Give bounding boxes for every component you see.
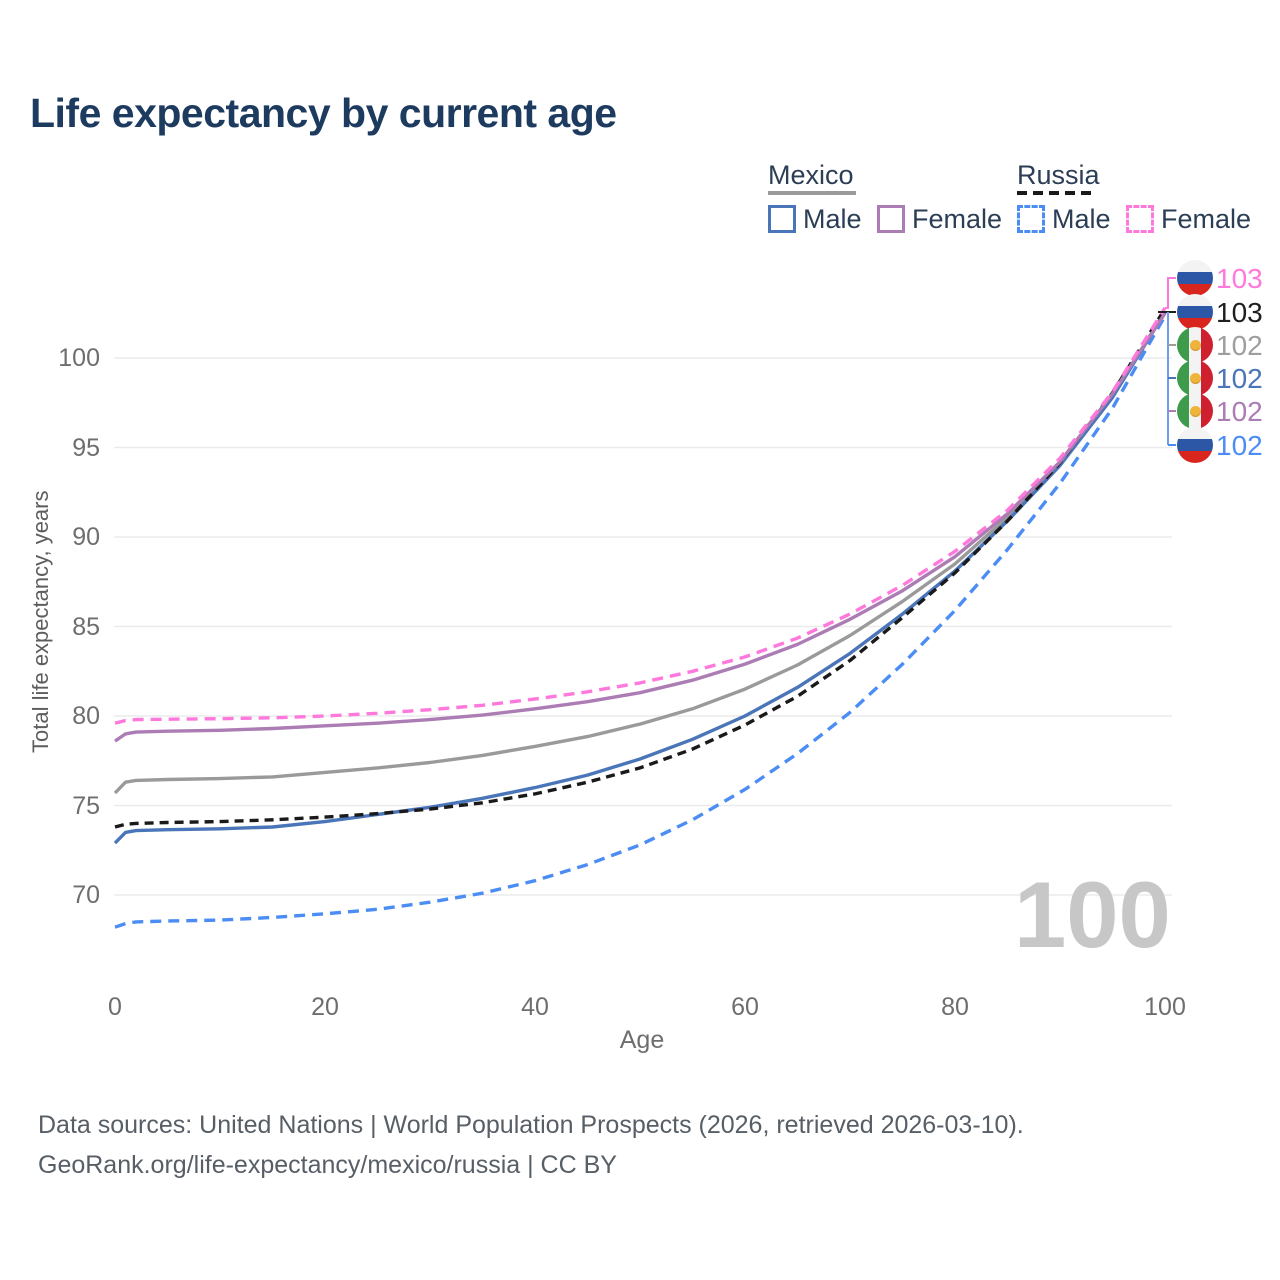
- series-line-mexico-male: [113, 311, 1167, 845]
- end-value-russia-female: 103: [1216, 263, 1263, 294]
- mexico-eagle-emblem: [1190, 406, 1201, 417]
- legend-mexico-solid-line-sample: [768, 191, 856, 195]
- end-value-russia-average: 103: [1216, 297, 1263, 328]
- series-line-mexico-average: [113, 310, 1167, 795]
- end-value-mexico-average: 102: [1216, 330, 1263, 361]
- end-value-mexico-male: 102: [1216, 363, 1263, 394]
- russia-flag-icon: [1177, 260, 1213, 296]
- mexico-eagle-emblem: [1190, 340, 1201, 351]
- y-tick-label-90: 90: [72, 523, 100, 551]
- legend-swatch-mexico-female[interactable]: [877, 205, 905, 233]
- legend-swatch-russia-female[interactable]: [1126, 205, 1154, 233]
- y-tick-label-85: 85: [72, 612, 100, 641]
- legend-label-russia-male[interactable]: Male: [1052, 204, 1111, 234]
- x-tick-label-60: 60: [731, 993, 759, 1021]
- series-line-mexico-female: [114, 312, 1167, 743]
- x-tick-label-80: 80: [941, 993, 969, 1021]
- mexico-flag-icon: [1177, 393, 1213, 429]
- x-tick-label-20: 20: [311, 993, 339, 1021]
- x-axis-title: Age: [619, 1026, 665, 1054]
- legend-label-mexico-female[interactable]: Female: [912, 204, 1003, 234]
- series-line-russia-female: [114, 306, 1167, 725]
- y-tick-label-95: 95: [72, 433, 100, 462]
- legend-label-russia-female[interactable]: Female: [1161, 204, 1252, 234]
- end-value-mexico-female: 102: [1216, 396, 1263, 427]
- leader-russia-female: [1165, 277, 1176, 309]
- page-title: Life expectancy by current age: [30, 90, 617, 136]
- y-tick-label-80: 80: [72, 702, 100, 730]
- mexico-flag-icon: [1177, 327, 1213, 363]
- russia-flag-icon: [1177, 427, 1213, 463]
- series-line-russia-male: [114, 315, 1167, 929]
- y-tick-label-75: 75: [72, 791, 100, 820]
- x-tick-label-0: 0: [108, 993, 122, 1021]
- legend-group-label-mexico[interactable]: Mexico: [768, 160, 854, 190]
- mexico-flag-icon: [1177, 360, 1213, 396]
- y-tick-label-70: 70: [72, 881, 100, 909]
- legend-label-mexico-male[interactable]: Male: [803, 204, 862, 234]
- mexico-eagle-emblem: [1190, 373, 1201, 384]
- end-value-russia-male: 102: [1216, 430, 1263, 461]
- y-tick-label-100: 100: [58, 344, 100, 372]
- legend-swatch-mexico-male[interactable]: [768, 205, 796, 233]
- russia-flag-icon: [1177, 294, 1213, 330]
- attribution-note: GeoRank.org/life-expectancy/mexico/russi…: [38, 1151, 617, 1179]
- age-counter-watermark: 100: [1014, 862, 1171, 967]
- x-tick-label-100: 100: [1144, 993, 1186, 1021]
- series-line-russia-average: [114, 307, 1167, 829]
- x-tick-label-40: 40: [521, 993, 549, 1021]
- data-sources-note: Data sources: United Nations | World Pop…: [38, 1111, 1024, 1139]
- legend-swatch-russia-male[interactable]: [1017, 205, 1045, 233]
- legend-group-label-russia[interactable]: Russia: [1017, 160, 1100, 190]
- legend-russia-dashed-line-sample: [1017, 191, 1097, 195]
